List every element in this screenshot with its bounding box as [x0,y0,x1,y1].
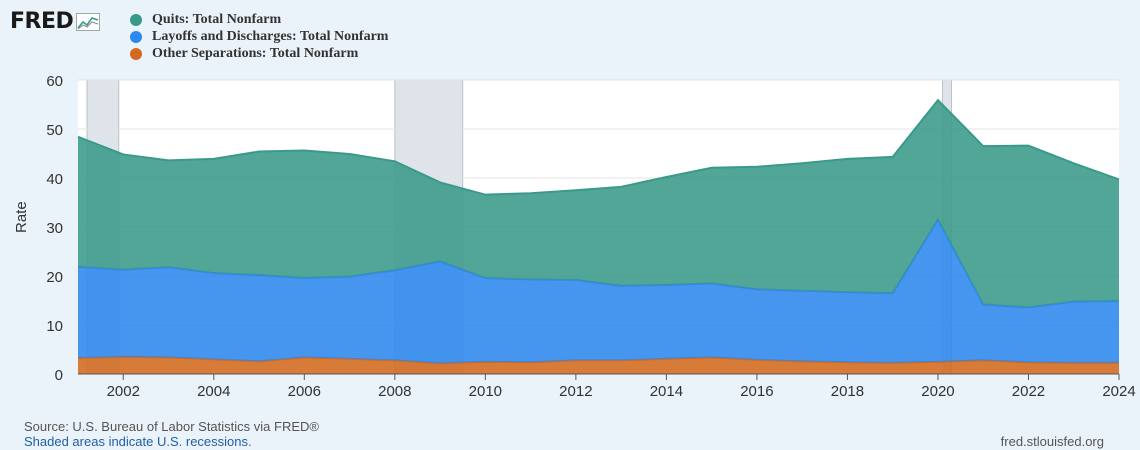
source-note: Source: U.S. Bureau of Labor Statistics … [24,419,319,434]
legend-swatch [130,13,142,26]
recession-note: Shaded areas indicate U.S. recessions. [24,434,252,449]
x-tick-label: 2022 [1012,383,1045,400]
logo-text: FRED [10,9,74,34]
x-tick-label: 2024 [1102,383,1135,400]
x-tick-label: 2006 [288,383,321,400]
fred-logo: FRED [10,9,101,34]
y-tick-label: 40 [46,171,63,188]
series-line-2 [77,98,1120,196]
y-tick-label: 50 [46,122,63,139]
chart-logo-icon [76,12,101,31]
x-tick-label: 2004 [197,383,230,400]
series-area-0 [78,356,1119,374]
y-tick-label: 10 [46,318,63,335]
x-tick-label: 2002 [107,383,140,400]
legend-item-1: Layoffs and Discharges: Total Nonfarm [130,28,388,45]
legend-swatch [130,47,142,60]
legend-swatch [130,30,142,43]
x-tick-label: 2008 [378,383,411,400]
legend-label: Layoffs and Discharges: Total Nonfarm [152,28,389,44]
site-url: fred.stlouisfed.org [1000,434,1104,449]
y-tick-label: 20 [46,269,63,286]
legend-label: Quits: Total Nonfarm [152,11,282,27]
x-tick-label: 2012 [559,383,592,400]
x-tick-label: 2016 [740,383,773,400]
chart-legend: Quits: Total Nonfarm Layoffs and Discharg… [130,11,388,62]
legend-label: Other Separations: Total Nonfarm [152,45,359,61]
y-tick-label: 30 [46,220,63,237]
x-tick-label: 2014 [650,383,683,400]
legend-item-0: Quits: Total Nonfarm [130,11,388,28]
series-area-1 [78,219,1119,364]
x-tick-label: 2020 [921,383,954,400]
stacked-area-chart: 0 10 20 30 40 50 60 2002 2004 2006 2008 2010 2012 20… [46,73,1135,400]
x-tick-label: 2018 [831,383,864,400]
y-tick-label: 0 [55,367,63,384]
legend-item-2: Other Separations: Total Nonfarm [130,45,388,62]
x-tick-label: 2010 [469,383,502,400]
series-area-2 [78,100,1119,308]
y-tick-label: 60 [46,73,63,90]
